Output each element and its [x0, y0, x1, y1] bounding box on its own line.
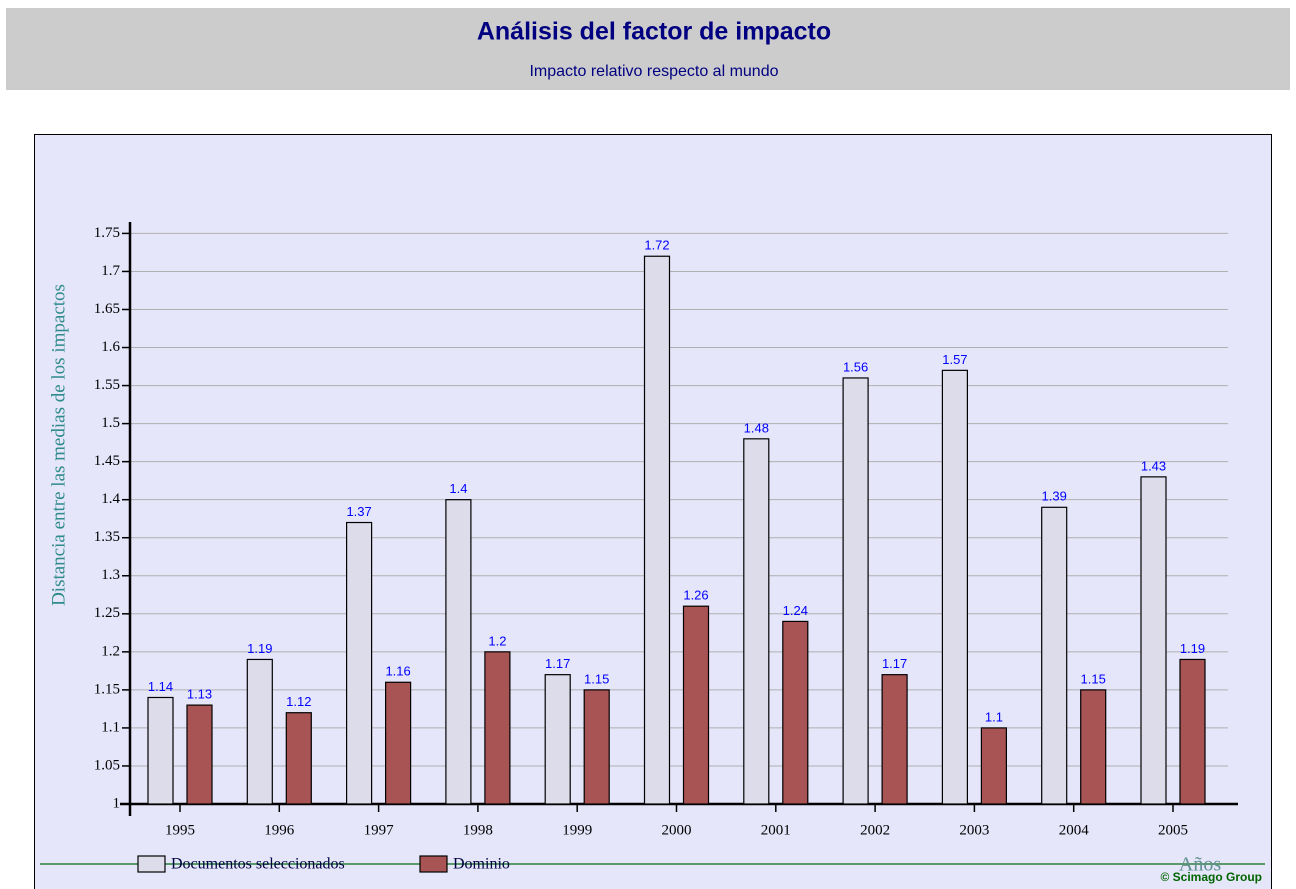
x-tick-label: 1998	[463, 822, 493, 838]
y-tick-label: 1.2	[101, 643, 120, 659]
y-tick-label: 1.45	[94, 453, 120, 469]
x-tick-label: 1997	[364, 822, 395, 838]
x-tick-label: 2003	[959, 822, 989, 838]
bar	[583, 689, 610, 805]
y-tick-label: 1.35	[94, 529, 120, 545]
bar	[643, 255, 671, 805]
value-label: 1.56	[843, 359, 868, 374]
y-tick-label: 1.15	[94, 681, 120, 697]
y-tick-label: 1.75	[94, 225, 120, 241]
y-tick-label: 1.05	[94, 757, 120, 773]
bar	[980, 727, 1008, 805]
value-label: 1.19	[1180, 641, 1205, 656]
credit: © Scimago Group	[1160, 870, 1262, 884]
bar	[1140, 476, 1167, 805]
value-label: 1.2	[488, 633, 506, 648]
y-tick-label: 1.4	[101, 491, 120, 507]
y-tick-label: 1.65	[94, 301, 120, 317]
value-label: 1.24	[783, 603, 808, 618]
bar	[743, 438, 770, 805]
y-tick-label: 1.55	[94, 377, 120, 393]
x-axis-label: Años	[1179, 854, 1221, 876]
bar	[147, 696, 174, 805]
bar	[544, 674, 571, 805]
bar	[782, 620, 809, 805]
value-label: 1.37	[346, 504, 371, 519]
bar	[186, 704, 213, 805]
bar	[285, 712, 312, 805]
x-tick-label: 1996	[264, 822, 295, 838]
y-tick-label: 1.7	[101, 263, 120, 279]
bar	[941, 369, 969, 805]
x-tick-label: 2000	[662, 822, 692, 838]
value-label: 1.14	[148, 679, 173, 694]
value-label: 1.48	[744, 420, 769, 435]
bar	[1179, 658, 1206, 805]
value-label: 1.12	[286, 694, 311, 709]
value-label: 1.17	[882, 656, 907, 671]
bar	[484, 651, 511, 805]
y-tick-label: 1.3	[101, 567, 120, 583]
legend-swatch	[419, 855, 448, 873]
bar	[881, 674, 908, 805]
chart-title: Análisis del factor de impacto	[477, 18, 831, 46]
value-label: 1.57	[942, 352, 967, 367]
x-tick-label: 2004	[1059, 822, 1090, 838]
value-label: 1.13	[187, 687, 212, 702]
legend-swatch	[137, 855, 166, 873]
y-axis-label: Distancia entre las medias de los impact…	[48, 284, 69, 606]
bar	[682, 605, 710, 805]
bar	[385, 681, 412, 805]
bar	[445, 499, 472, 805]
value-label: 1.72	[644, 238, 669, 253]
y-tick-label: 1	[113, 795, 121, 811]
value-label: 1.26	[683, 588, 708, 603]
value-label: 1.15	[584, 671, 609, 686]
bar	[842, 377, 869, 805]
y-tick-label: 1.5	[101, 415, 120, 431]
x-tick-label: 2001	[761, 822, 791, 838]
legend-label: Documentos seleccionados	[171, 856, 345, 873]
value-label: 1.39	[1042, 489, 1067, 504]
bar	[1080, 689, 1107, 805]
bar	[346, 521, 373, 805]
chart-subtitle: Impacto relativo respecto al mundo	[529, 63, 778, 80]
bar	[1041, 506, 1068, 805]
value-label: 1.1	[985, 709, 1003, 724]
x-tick-label: 1995	[165, 822, 195, 838]
value-label: 1.17	[545, 656, 570, 671]
y-tick-label: 1.6	[101, 339, 120, 355]
header-band	[6, 8, 1290, 90]
value-label: 1.19	[247, 641, 272, 656]
value-label: 1.4	[449, 481, 467, 496]
bar	[246, 658, 273, 805]
value-label: 1.15	[1081, 671, 1106, 686]
x-tick-label: 2005	[1158, 822, 1188, 838]
value-label: 1.43	[1141, 458, 1166, 473]
legend-label: Dominio	[453, 856, 510, 873]
x-tick-label: 1999	[562, 822, 592, 838]
value-label: 1.16	[385, 664, 410, 679]
y-tick-label: 1.1	[101, 719, 120, 735]
y-tick-label: 1.25	[94, 605, 120, 621]
x-tick-label: 2002	[860, 822, 890, 838]
